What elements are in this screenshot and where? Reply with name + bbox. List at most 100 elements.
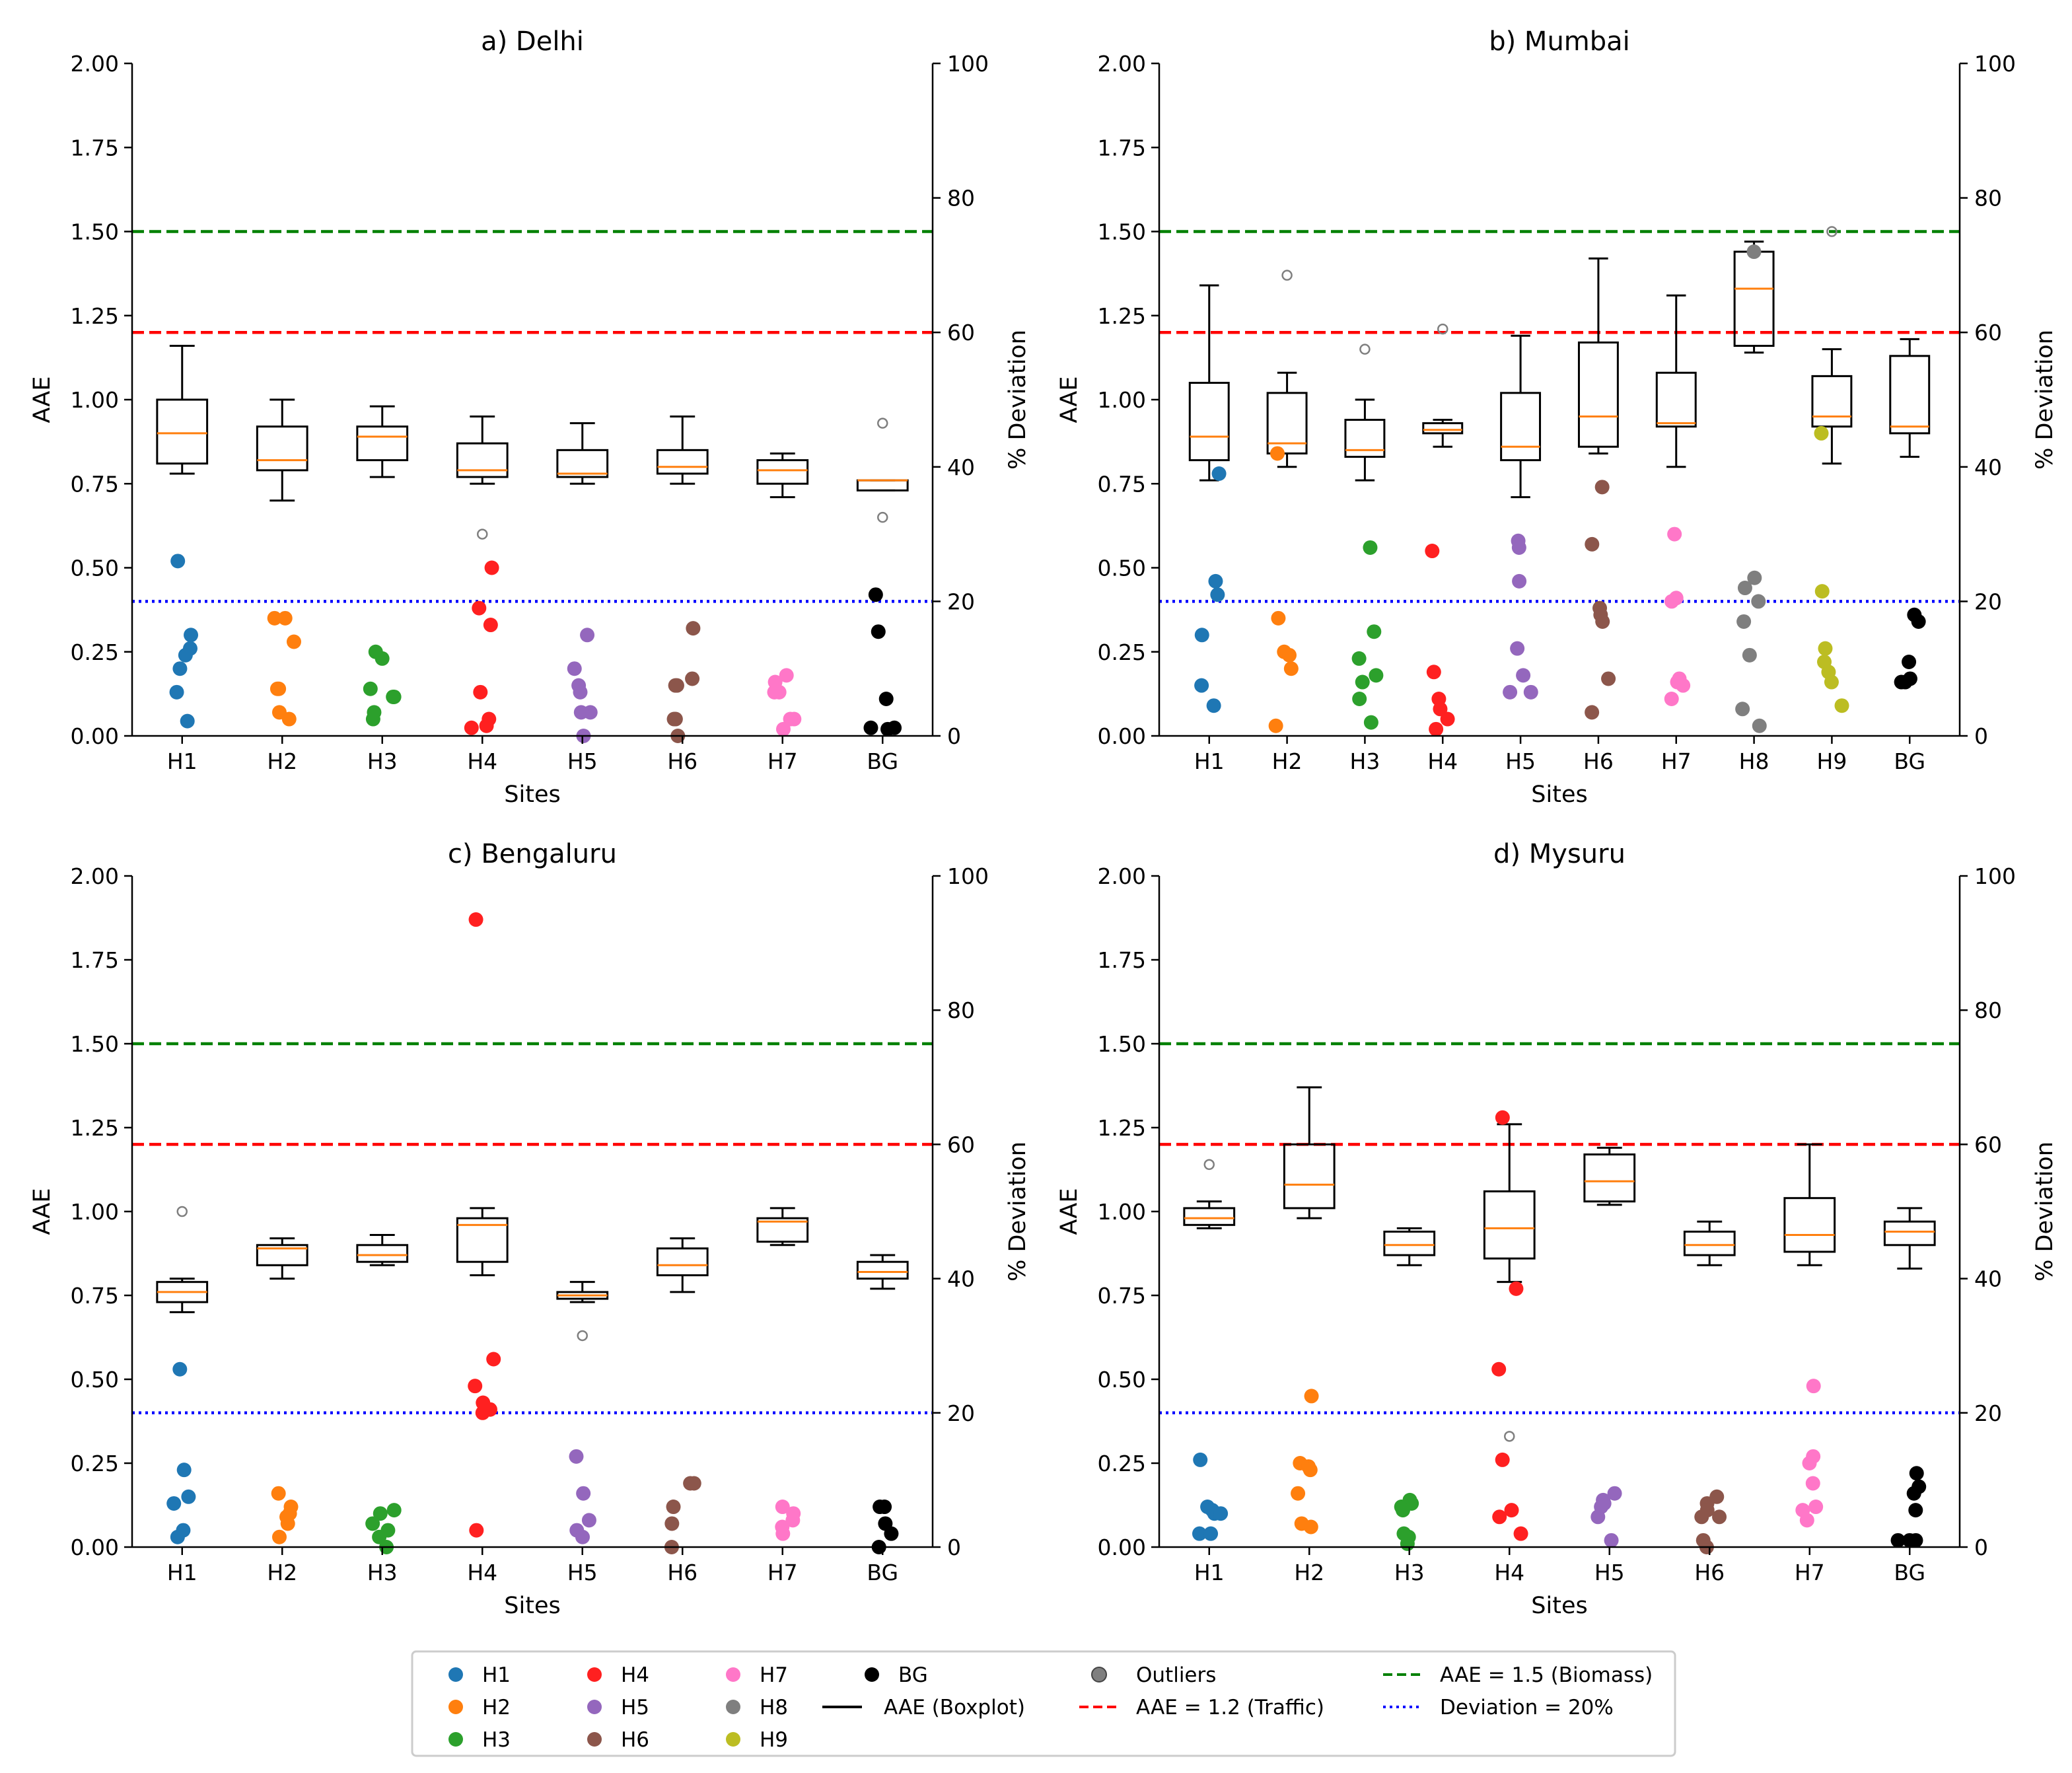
y2-tick-label: 0 xyxy=(947,1535,961,1560)
deviation-point xyxy=(180,713,195,729)
y2-tick-label: 100 xyxy=(947,51,989,77)
deviation-point xyxy=(178,647,193,663)
deviation-points-h2 xyxy=(271,1486,299,1544)
y-tick-label: 0.00 xyxy=(71,723,119,749)
x-tick-label: H1 xyxy=(167,1560,197,1585)
deviation-point xyxy=(581,1513,596,1528)
y2-tick-label: 100 xyxy=(947,863,989,889)
boxplot-h5 xyxy=(556,1281,609,1342)
y2-tick-label: 80 xyxy=(1974,997,2002,1023)
boxplot-h7 xyxy=(756,1207,809,1247)
boxplot-h7 xyxy=(756,452,809,499)
deviation-point xyxy=(1367,624,1382,639)
deviation-points-h2 xyxy=(267,610,301,727)
y-tick-label: 0.75 xyxy=(71,471,119,497)
x-tick-label: H3 xyxy=(367,748,398,774)
y-tick-label: 1.00 xyxy=(71,387,119,413)
deviation-point xyxy=(569,1449,584,1464)
deviation-point xyxy=(184,628,199,643)
x-tick-label: H3 xyxy=(367,1560,398,1585)
box-body xyxy=(1783,1197,1836,1253)
deviation-point xyxy=(176,1463,192,1478)
y-tick-label: 1.00 xyxy=(1098,1199,1146,1225)
deviation-points-h3 xyxy=(363,644,402,727)
box-outlier xyxy=(1281,270,1293,281)
x-tick-label: BG xyxy=(867,1560,898,1585)
deviation-points-h6 xyxy=(664,1476,701,1554)
deviation-point xyxy=(1808,1500,1824,1515)
deviation-point xyxy=(878,692,894,707)
deviation-point xyxy=(1908,1503,1923,1518)
boxplot-h6 xyxy=(1577,257,1619,454)
deviation-point xyxy=(1400,1536,1415,1551)
y2-tick-label: 80 xyxy=(1974,186,2002,211)
y-tick-label: 0.25 xyxy=(1098,1451,1146,1476)
x-tick-label: H2 xyxy=(267,1560,297,1585)
deviation-points-bg xyxy=(863,587,902,737)
box-body xyxy=(256,1244,308,1266)
deviation-point xyxy=(365,711,380,727)
deviation-point xyxy=(1291,1486,1306,1501)
deviation-point xyxy=(873,1500,888,1515)
legend-label: H7 xyxy=(760,1663,788,1687)
deviation-point xyxy=(1737,581,1752,596)
x-tick-label: H5 xyxy=(567,1560,598,1585)
deviation-point xyxy=(1363,540,1378,555)
deviation-point xyxy=(170,554,186,569)
box-body xyxy=(1344,419,1386,458)
deviation-point xyxy=(386,1503,402,1518)
x-tick-label: H9 xyxy=(1817,748,1847,774)
deviation-points-h5 xyxy=(1590,1486,1622,1548)
x-tick-label: H2 xyxy=(1294,1560,1324,1585)
boxplot-h9 xyxy=(1811,226,1853,465)
deviation-point xyxy=(884,1526,899,1541)
deviation-point xyxy=(1504,1503,1519,1518)
x-tick-label: H1 xyxy=(167,748,197,774)
deviation-point xyxy=(1208,573,1223,589)
box-body xyxy=(1889,355,1931,435)
y2-tick-label: 60 xyxy=(1974,320,2002,345)
y2-tick-label: 40 xyxy=(947,1266,975,1292)
legend-outlier-marker xyxy=(1091,1667,1107,1683)
y-axis-title: AAE xyxy=(1056,377,1083,423)
deviation-point xyxy=(1426,665,1441,680)
box-body xyxy=(1188,382,1230,462)
deviation-points-h1 xyxy=(169,554,199,729)
deviation-point xyxy=(1735,702,1750,717)
y2-axis-title: % Deviation xyxy=(2032,1141,2058,1282)
x-tick-label: H2 xyxy=(267,748,297,774)
deviation-points-h2 xyxy=(1291,1389,1319,1535)
deviation-point xyxy=(666,1500,681,1515)
deviation-point xyxy=(269,681,285,696)
y-tick-label: 1.75 xyxy=(1098,947,1146,973)
panel-3: 0.00 0.25 0.50 0.75 1.00 1.25 1.50 1.75 2.00 0 20 4… xyxy=(29,839,1031,1619)
box-outlier xyxy=(1504,1431,1515,1442)
box-outlier xyxy=(1359,344,1371,355)
y-tick-label: 0.50 xyxy=(1098,1367,1146,1393)
deviation-points-bg xyxy=(1890,1466,1927,1548)
deviation-point xyxy=(1911,614,1926,629)
deviation-points-h9 xyxy=(1814,425,1849,713)
deviation-point xyxy=(1206,698,1221,713)
deviation-point xyxy=(1712,1509,1727,1525)
deviation-point xyxy=(1523,684,1538,700)
y2-tick-label: 80 xyxy=(947,997,975,1023)
deviation-point xyxy=(1503,684,1518,700)
box-body xyxy=(256,425,308,472)
y-tick-label: 0.75 xyxy=(1098,1283,1146,1309)
deviation-points-h1 xyxy=(1194,466,1227,713)
deviation-point xyxy=(483,618,498,633)
deviation-points-h1 xyxy=(1192,1452,1229,1541)
x-tick-label: H5 xyxy=(1594,1560,1625,1585)
boxplot-bg xyxy=(1889,338,1931,458)
box-body xyxy=(1183,1207,1236,1226)
legend-label: AAE (Boxplot) xyxy=(884,1696,1025,1719)
deviation-point xyxy=(1694,1509,1709,1525)
x-tick-label: H7 xyxy=(768,748,798,774)
deviation-point xyxy=(1513,1526,1528,1541)
legend-label: Outliers xyxy=(1136,1663,1216,1687)
y-tick-label: 1.00 xyxy=(71,1199,119,1225)
x-tick-label: H8 xyxy=(1739,748,1769,774)
deviation-point xyxy=(775,721,791,737)
legend-marker-h9 xyxy=(726,1732,740,1747)
